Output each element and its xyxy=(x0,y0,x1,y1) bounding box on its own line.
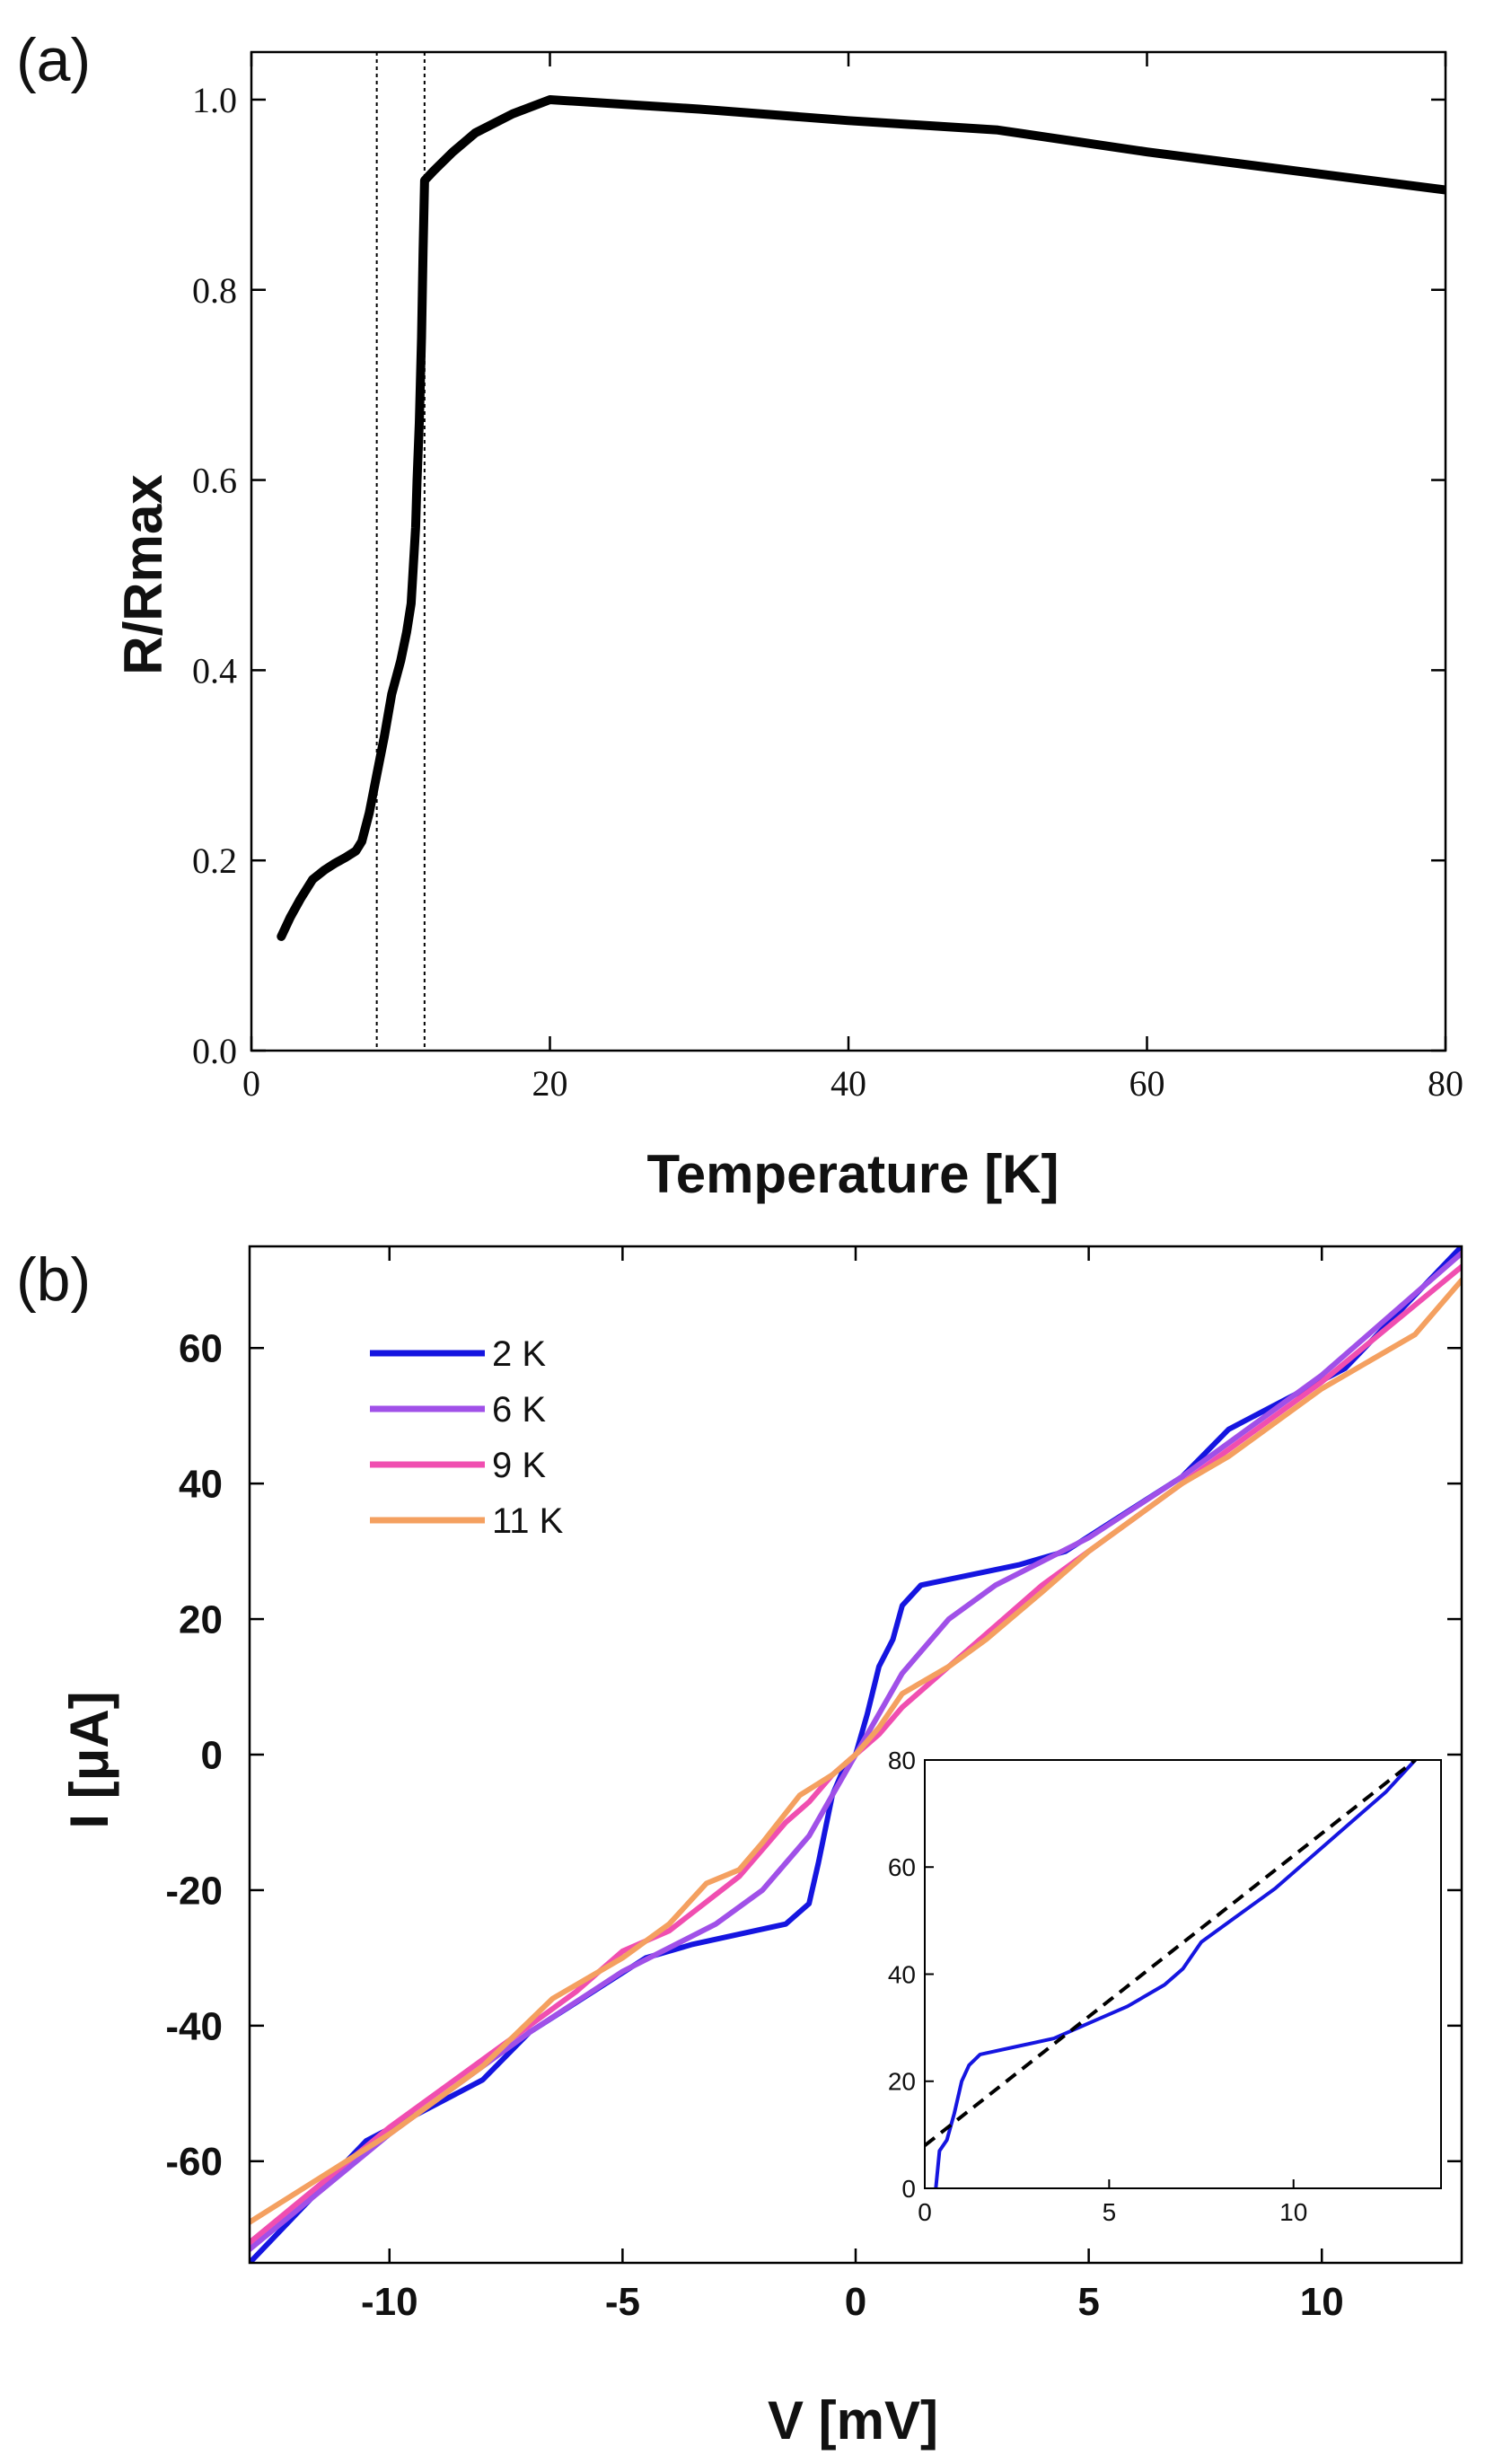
panel-a-plot-area: 0 20 40 60 80 0.0 0.2 0.4 0.6 0.8 1.0 xyxy=(192,50,1463,1104)
panel-a-y-tick-label: 0.2 xyxy=(192,840,237,881)
panel-b-series-group xyxy=(250,1246,1462,2263)
inset-y-tick-label: 0 xyxy=(901,2175,916,2203)
panel-b-x-tick-label: 10 xyxy=(1300,2280,1344,2324)
panel-a-y-tick-label: 0.6 xyxy=(192,461,237,501)
panel-b-y-tick-label: 0 xyxy=(201,1733,223,1777)
inset-series-linear-fit xyxy=(925,1760,1417,2147)
inset-y-tick-label: 60 xyxy=(888,1853,916,1881)
panel-b-y-tick-label: 20 xyxy=(179,1597,223,1641)
panel-a-series-group xyxy=(277,95,1446,941)
panel-b-y-axis-label: I [μA] xyxy=(59,1691,119,1828)
panel-b-x-tick-label: 5 xyxy=(1077,2280,1099,2324)
panel-a-y-tick-label: 0.0 xyxy=(192,1031,237,1071)
panel-b-y-tick-label: 40 xyxy=(179,1463,223,1507)
panel-b-y-tick-label: -20 xyxy=(165,1869,223,1913)
panel-a-x-tick-label: 20 xyxy=(532,1063,568,1104)
inset-y-tick-label: 40 xyxy=(888,1960,916,1988)
legend-label-6-k: 6 K xyxy=(492,1390,546,1430)
panel-b-plot-area: -10 -5 0 5 10 -60 -40 -20 0 20 40 60 xyxy=(165,1245,1463,2324)
panel-a-x-tick-label: 0 xyxy=(242,1063,260,1104)
panel-b-x-tick-label: 0 xyxy=(845,2280,866,2324)
panel-b-x-tick-label: -10 xyxy=(361,2280,418,2324)
inset-series-group xyxy=(925,1760,1418,2188)
panel-b-y-tick-label: 60 xyxy=(179,1327,223,1371)
panel-b-x-tick-label: -5 xyxy=(605,2280,640,2324)
panel-a-x-tick-label: 80 xyxy=(1428,1063,1463,1104)
inset-background xyxy=(925,1760,1441,2188)
inset-x-tick-label: 10 xyxy=(1279,2198,1307,2226)
panel-a-y-tick-label: 0.8 xyxy=(192,270,237,311)
inset-x-tick-label: 0 xyxy=(918,2198,932,2226)
panel-a-x-tick-label: 60 xyxy=(1129,1063,1165,1104)
panel-b-label: (b) xyxy=(16,1245,91,1314)
panel-a-y-tick-label: 0.4 xyxy=(192,650,237,691)
inset-plot-area: 0 5 10 0 20 40 60 80 xyxy=(888,1747,1442,2226)
panel-a: (a) 0 20 40 60 80 0.0 0.2 0.4 0.6 0.8 1.0 Temperat… xyxy=(16,26,1463,1204)
panel-a-series-r/rmax xyxy=(277,95,1446,941)
panel-b-y-tick-label: -60 xyxy=(165,2140,223,2184)
legend-label-11-k: 11 K xyxy=(492,1501,564,1541)
panel-a-x-axis-label: Temperature [K] xyxy=(647,1144,1059,1204)
legend-label-9-k: 9 K xyxy=(492,1446,546,1485)
panel-a-x-tick-label: 40 xyxy=(830,1063,866,1104)
panel-b: (b) -10 -5 0 5 10 -60 -40 -20 0 20 40 60 2 K 6 K 9 K 1… xyxy=(16,1245,1463,2451)
panel-b-series-11-k xyxy=(250,1277,1462,2225)
panel-a-label: (a) xyxy=(16,26,91,94)
inset-series-2-k xyxy=(934,1760,1418,2188)
legend-label-2-k: 2 K xyxy=(492,1334,546,1374)
panel-b-legend: 2 K 6 K 9 K 11 K xyxy=(370,1334,564,1541)
panel-a-y-tick-label: 1.0 xyxy=(192,80,237,120)
panel-a-y-axis-label: R/Rmax xyxy=(113,474,173,674)
inset-x-tick-label: 5 xyxy=(1103,2198,1117,2226)
panel-b-x-axis-label: V [mV] xyxy=(768,2390,938,2451)
inset-y-tick-label: 80 xyxy=(888,1747,916,1774)
inset-y-tick-label: 20 xyxy=(888,2068,916,2096)
panel-b-y-tick-label: -40 xyxy=(165,2004,223,2048)
